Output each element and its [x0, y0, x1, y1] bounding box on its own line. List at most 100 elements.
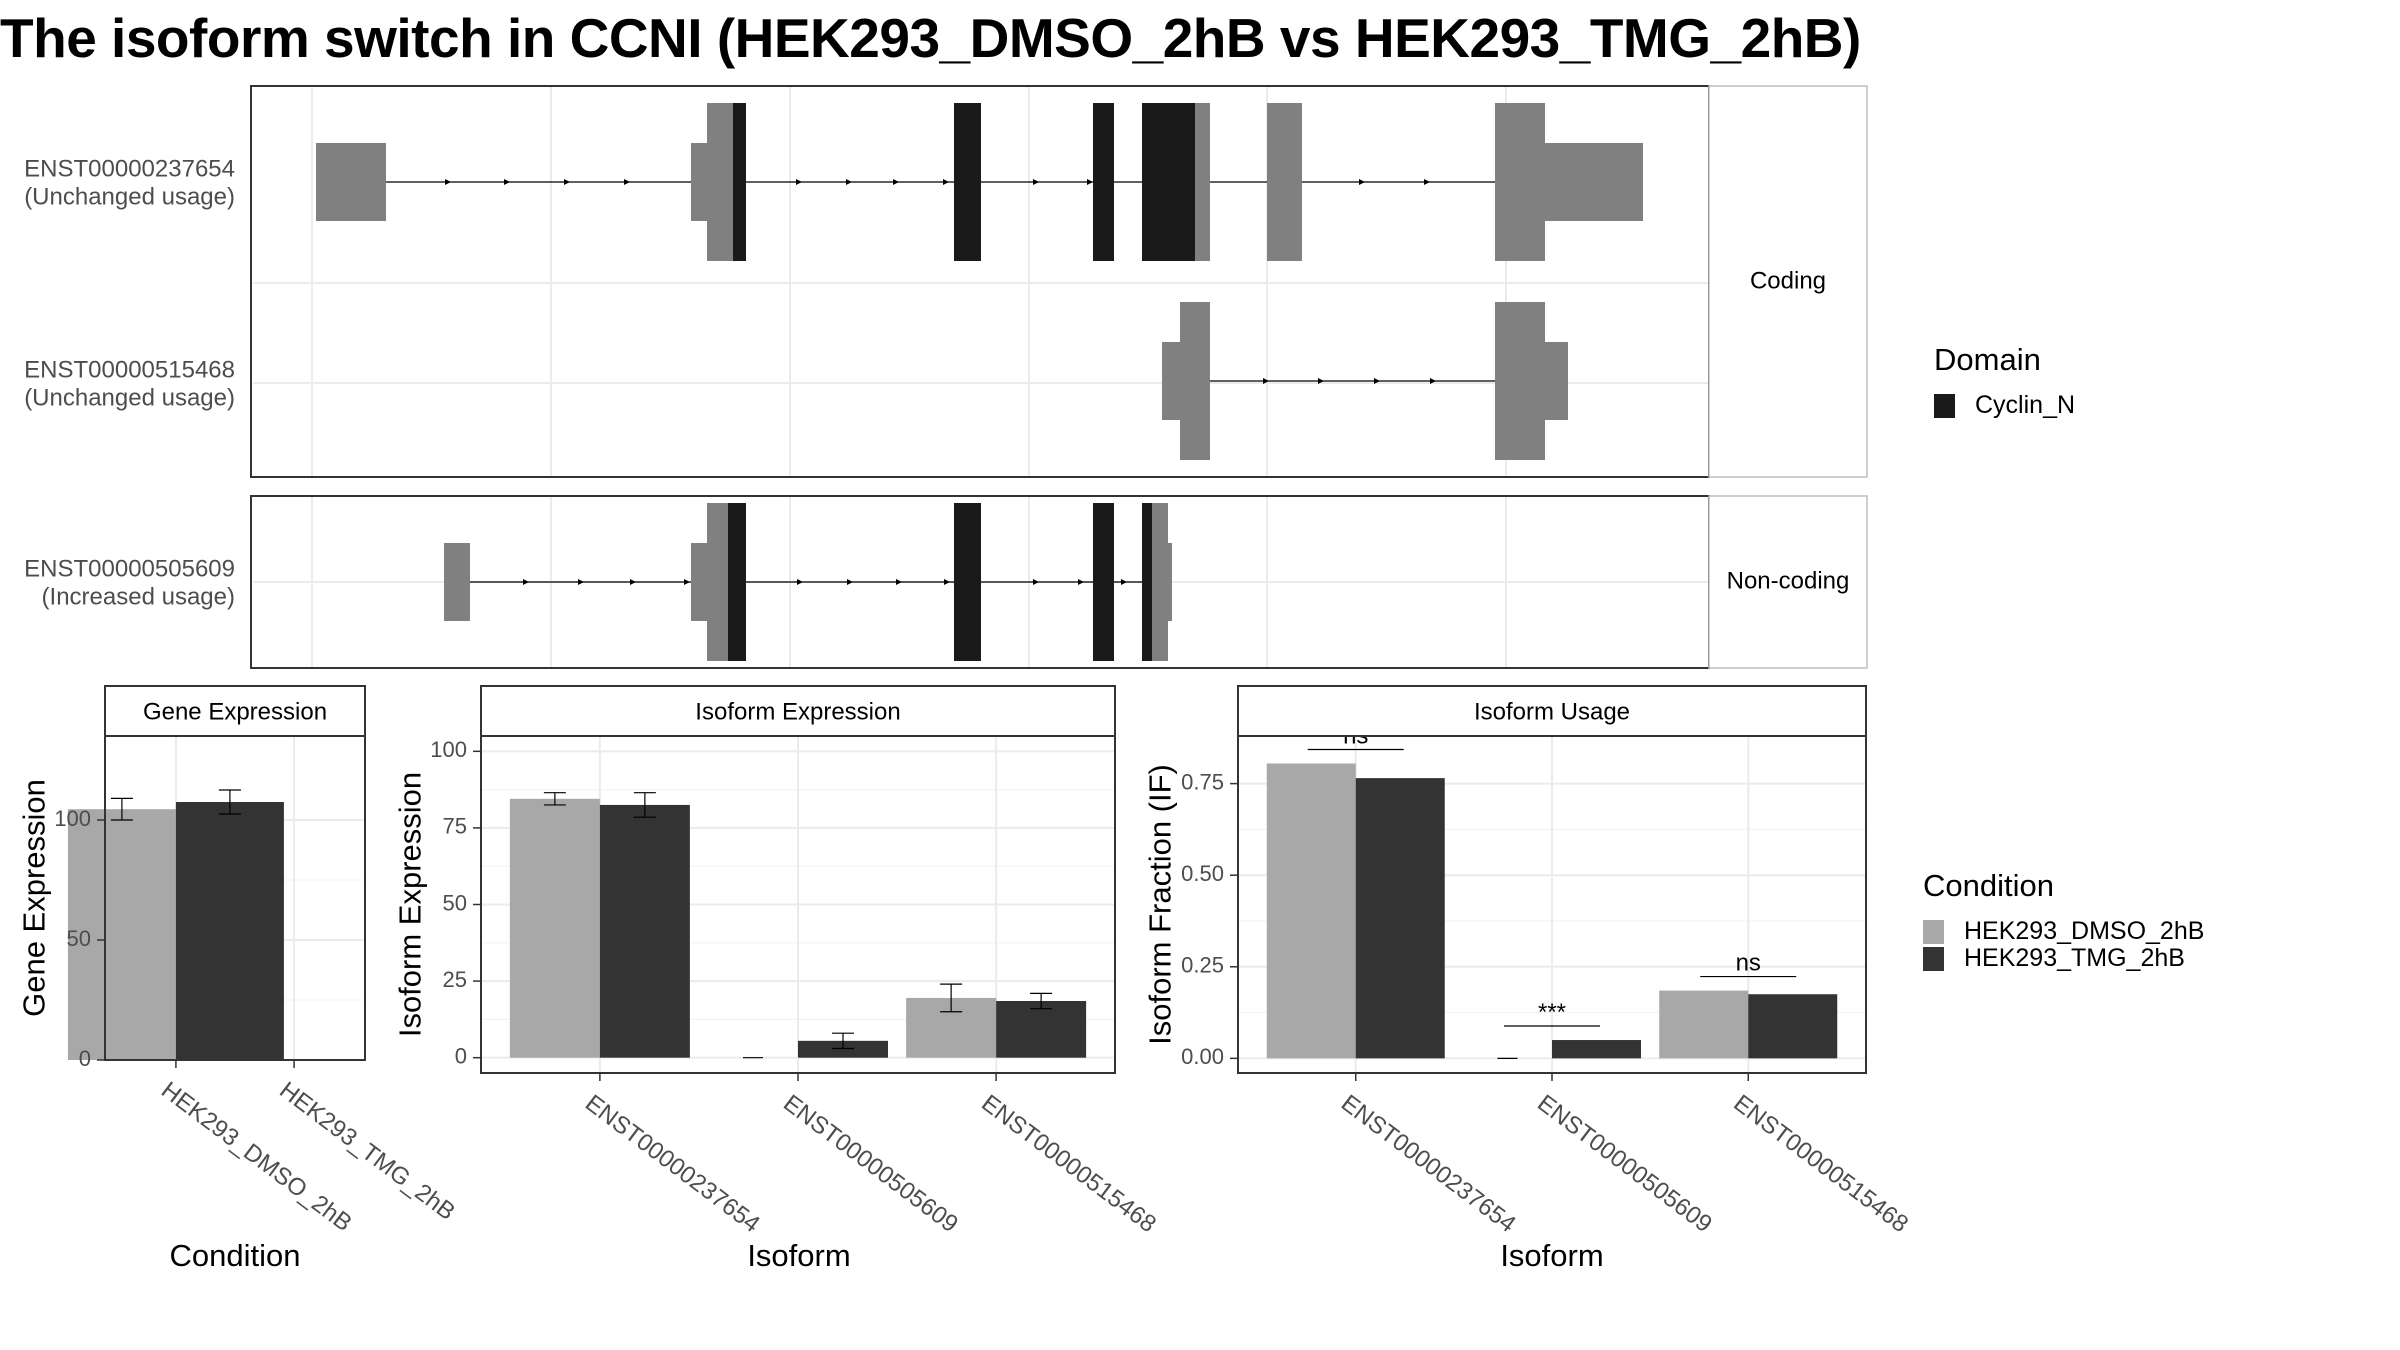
condition-swatch-2 — [1923, 946, 1944, 971]
cyclin-domain-exon — [1142, 103, 1195, 261]
y-tick-label: 0.25 — [1181, 953, 1224, 978]
noncoding-panel — [250, 495, 1868, 669]
strip-label: Coding — [1750, 267, 1826, 294]
intron-arrow — [630, 579, 636, 585]
strip-title: Isoform Expression — [695, 698, 900, 725]
domain-swatch — [1934, 393, 1955, 418]
domain-legend-item: Cyclin_N — [1934, 391, 2076, 419]
utr-exon — [691, 543, 707, 621]
chart-panel: Isoform Expression 0 25 50 75 100 ENST00000237… — [392, 685, 1161, 1273]
y-tick-label: 100 — [430, 737, 467, 762]
y-tick-label: 0.75 — [1181, 769, 1224, 794]
exon — [707, 503, 728, 661]
intron-arrow — [1087, 179, 1093, 185]
condition-legend-label-1: HEK293_DMSO_2hB — [1964, 917, 2205, 945]
intron-arrow — [1430, 378, 1436, 384]
bar — [1659, 990, 1749, 1059]
bar — [1552, 1040, 1641, 1059]
intron-arrow — [1424, 179, 1430, 185]
y-axis-title: Isoform Expression — [392, 772, 427, 1037]
cyclin-domain-exon — [954, 103, 981, 261]
intron-arrow — [1374, 378, 1380, 384]
intron-arrow — [1318, 378, 1324, 384]
cyclin-domain-exon — [954, 503, 981, 661]
utr-exon — [444, 543, 470, 621]
bar — [1355, 778, 1445, 1059]
y-axis-title: Gene Expression — [16, 779, 51, 1017]
intron-arrow — [893, 179, 899, 185]
intron-arrow — [504, 179, 510, 185]
transcript-usage-label: (Increased usage) — [42, 583, 235, 610]
intron-arrow — [796, 179, 802, 185]
x-tick-label: ENST00000237654 — [580, 1090, 765, 1238]
intron-arrow — [1033, 179, 1039, 185]
domain-legend: Domain Cyclin_N — [1934, 342, 2075, 419]
y-tick-label: 0 — [455, 1043, 467, 1068]
y-tick-label: 75 — [443, 814, 467, 839]
intron-arrow — [943, 179, 949, 185]
intron-arrow — [1033, 579, 1039, 585]
bar — [996, 1001, 1087, 1058]
bar — [67, 809, 176, 1060]
cyclin-domain-exon — [733, 103, 746, 261]
condition-legend-item: HEK293_DMSO_2hB — [1923, 917, 2205, 945]
utr-exon — [691, 143, 707, 221]
strip-box — [1237, 685, 1867, 737]
condition-swatch-1 — [1923, 919, 1944, 944]
transcript-id-label: ENST00000237654 — [24, 155, 235, 182]
bar — [1266, 763, 1356, 1059]
cyclin-domain-exon — [1093, 103, 1114, 261]
utr-exon — [1162, 342, 1180, 420]
exon — [1180, 302, 1210, 460]
y-tick-label: 100 — [54, 806, 91, 831]
x-tick-label: ENST00000505609 — [778, 1090, 963, 1238]
cyclin-domain-exon — [1142, 503, 1152, 661]
strip-label: Non-coding — [1727, 567, 1850, 594]
intron-arrow — [445, 179, 451, 185]
coding-panel — [250, 85, 1868, 478]
y-tick-label: 0.00 — [1181, 1044, 1224, 1069]
x-tick-label: ENST00000515468 — [1729, 1090, 1914, 1238]
condition-legend-label-2: HEK293_TMG_2hB — [1964, 944, 2185, 972]
intron-arrow — [624, 179, 630, 185]
exon — [1267, 103, 1302, 261]
exon — [1495, 302, 1545, 460]
x-tick-label: ENST00000237654 — [1336, 1090, 1521, 1238]
transcript-usage-label: (Unchanged usage) — [24, 384, 235, 411]
intron-arrow — [797, 579, 803, 585]
intron-arrow — [1121, 579, 1127, 585]
x-tick-label: ENST00000505609 — [1532, 1090, 1717, 1238]
utr-exon — [1545, 143, 1643, 221]
y-tick-label: 0.50 — [1181, 861, 1224, 886]
domain-legend-title: Domain — [1934, 342, 2041, 377]
intron-arrow — [944, 579, 950, 585]
exon — [1152, 503, 1168, 661]
x-axis-title: Isoform — [1500, 1238, 1603, 1273]
utr-exon — [316, 143, 386, 221]
bar — [509, 798, 600, 1058]
domain-legend-label: Cyclin_N — [1975, 391, 2076, 419]
x-axis-title: Isoform — [747, 1238, 850, 1273]
utr-exon — [1545, 342, 1568, 420]
bar — [599, 804, 690, 1058]
intron-arrow — [523, 579, 529, 585]
intron-arrow — [684, 579, 690, 585]
significance-label: *** — [1538, 999, 1566, 1026]
intron-arrow — [564, 179, 570, 185]
bar — [1748, 994, 1838, 1059]
condition-legend-title: Condition — [1923, 868, 2054, 903]
strip-title: Gene Expression — [143, 698, 327, 725]
intron-arrow — [1359, 179, 1365, 185]
page-title: The isoform switch in CCNI (HEK293_DMSO_… — [0, 7, 1861, 69]
x-tick-label: HEK293_DMSO_2hB — [156, 1077, 357, 1237]
intron-arrow — [847, 579, 853, 585]
transcript-id-label: ENST00000505609 — [24, 555, 235, 582]
x-tick-label: ENST00000515468 — [976, 1090, 1161, 1238]
intron-arrow — [846, 179, 852, 185]
y-tick-label: 25 — [443, 967, 467, 992]
condition-legend: Condition HEK293_DMSO_2hB HEK293_TMG_2hB — [1923, 868, 2204, 972]
utr-exon — [1168, 543, 1172, 621]
strip-box — [1708, 495, 1868, 669]
y-tick-label: 50 — [443, 890, 467, 915]
